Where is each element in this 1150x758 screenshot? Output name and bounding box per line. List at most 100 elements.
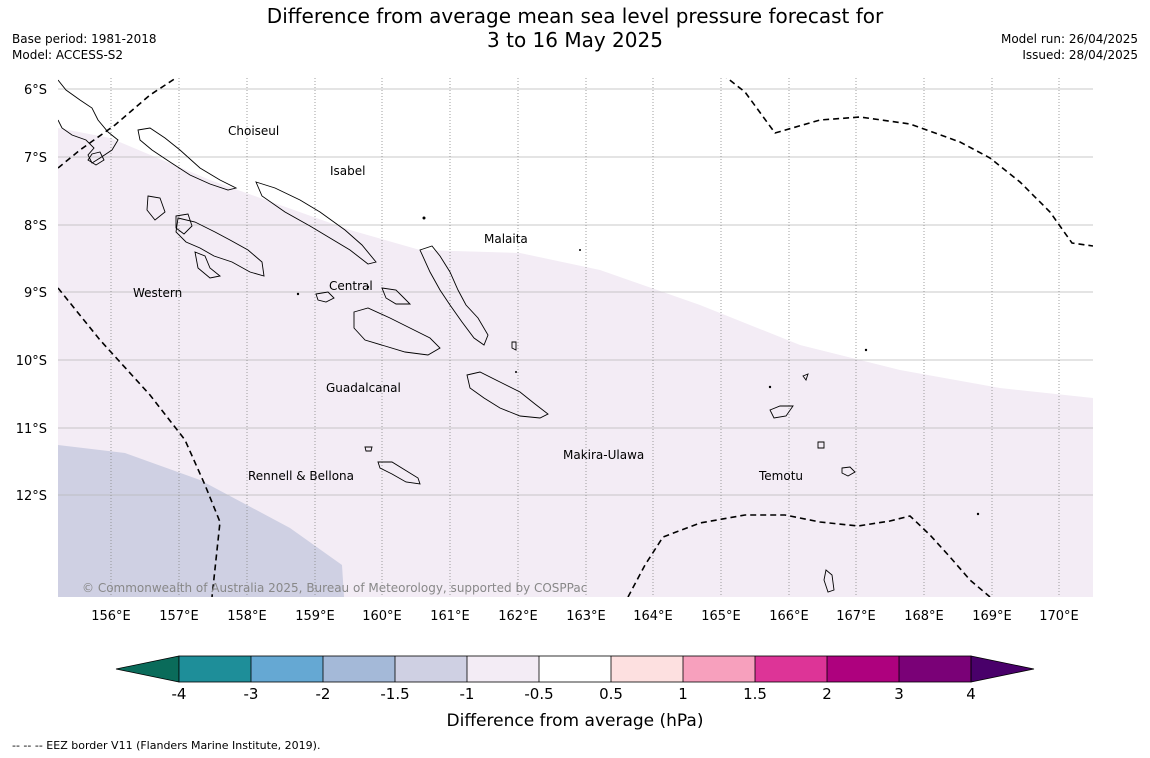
colorbar-tick-label: -4	[172, 685, 187, 703]
lon-label: 167°E	[836, 609, 876, 624]
lon-label: 156°E	[91, 609, 131, 624]
colorbar-tick-label: 4	[966, 685, 976, 703]
lon-axis-labels: 156°E 157°E 158°E 159°E 160°E 161°E 162°…	[91, 609, 1079, 624]
model-name: Model: ACCESS-S2	[12, 48, 124, 62]
label-rennell-bellona: Rennell & Bellona	[248, 469, 354, 483]
colorbar-segment	[683, 656, 755, 682]
eez-borders	[58, 78, 1093, 597]
lon-label: 170°E	[1039, 609, 1079, 624]
bougainville-coast	[58, 79, 119, 164]
meta-left: Base period: 1981-2018 Model: ACCESS-S2	[12, 31, 157, 63]
bougainville-south	[87, 151, 105, 166]
anomaly-fill-mid	[58, 445, 344, 597]
map-area: Choiseul Isabel Malaita Western Central …	[58, 78, 1093, 597]
copyright-text: © Commonwealth of Australia 2025, Bureau…	[82, 581, 587, 595]
colorbar-tick-label: 1	[678, 685, 688, 703]
isabel-island	[255, 181, 377, 265]
lon-gridlines	[110, 78, 1060, 597]
tikopia-island	[823, 569, 835, 593]
base-period: Base period: 1981-2018	[12, 32, 157, 46]
label-central: Central	[329, 279, 373, 293]
colorbar-segment	[179, 656, 251, 682]
lon-label: 159°E	[295, 609, 335, 624]
lon-label: 157°E	[159, 609, 199, 624]
lat-axis-labels: 6°S 7°S 8°S 9°S 10°S 11°S 12°S	[16, 83, 47, 504]
colorbar-segment	[611, 656, 683, 682]
meta-right: Model run: 26/04/2025 Issued: 28/04/2025	[1001, 31, 1138, 63]
colorbar-segment	[827, 656, 899, 682]
colorbar-tick-label: -1	[460, 685, 475, 703]
lon-label: 164°E	[633, 609, 673, 624]
colorbar-segment	[899, 656, 971, 682]
lon-label: 169°E	[972, 609, 1012, 624]
issued-date: Issued: 28/04/2025	[1022, 48, 1138, 62]
lat-label: 9°S	[24, 286, 47, 301]
vanikoro-island	[841, 466, 856, 477]
colorbar-arrow-right	[970, 655, 1035, 683]
lon-label: 158°E	[227, 609, 267, 624]
lat-label: 12°S	[16, 489, 47, 504]
russell-islands	[381, 287, 412, 305]
lon-label: 165°E	[701, 609, 741, 624]
colorbar-tick-label: 1.5	[743, 685, 767, 703]
utupua-island	[817, 441, 825, 449]
model-run: Model run: 26/04/2025	[1000, 32, 1138, 46]
label-makira-ulawa: Makira-Ulawa	[563, 448, 644, 462]
lon-label: 161°E	[430, 609, 470, 624]
label-isabel: Isabel	[330, 164, 365, 178]
rendova-island	[194, 251, 222, 279]
colorbar-tick-label: 0.5	[599, 685, 623, 703]
lon-label: 166°E	[769, 609, 809, 624]
lat-label: 8°S	[24, 219, 47, 234]
makira-island	[466, 371, 549, 419]
map-title-line1: Difference from average mean sea level p…	[266, 4, 884, 28]
colorbar-tick-label: -0.5	[524, 685, 553, 703]
colorbar-segment	[755, 656, 827, 682]
anomaly-fill-light	[58, 128, 1093, 597]
colorbar-tick-label: 2	[822, 685, 832, 703]
label-guadalcanal: Guadalcanal	[326, 381, 401, 395]
lat-label: 11°S	[16, 422, 47, 437]
province-labels: Choiseul Isabel Malaita Western Central …	[133, 124, 803, 483]
lon-label: 163°E	[566, 609, 606, 624]
colorbar: -4 -3 -2 -1.5 -1 -0.5 0.5 1 1.5 2 3 4 Di…	[115, 655, 1035, 731]
lat-label: 7°S	[24, 151, 47, 166]
colorbar-segment	[539, 656, 611, 682]
colorbar-segment	[323, 656, 395, 682]
lon-label: 168°E	[904, 609, 944, 624]
lat-gridlines	[58, 88, 1093, 496]
label-western: Western	[133, 286, 182, 300]
label-malaita: Malaita	[484, 232, 528, 246]
map-title-line2: 3 to 16 May 2025	[487, 28, 663, 52]
colorbar-label: Difference from average (hPa)	[447, 711, 704, 731]
guadalcanal-island	[353, 307, 441, 356]
santa-cruz-island	[769, 405, 794, 419]
choiseul-island	[137, 127, 238, 191]
colorbar-arrow-left	[115, 655, 180, 683]
colorbar-segment	[395, 656, 467, 682]
lon-label: 160°E	[362, 609, 402, 624]
colorbar-segment	[251, 656, 323, 682]
coastlines	[58, 79, 856, 593]
eez-legend-note: -- -- -- EEZ border V11 (Flanders Marine…	[12, 739, 321, 752]
ulawa-island	[511, 341, 517, 351]
lat-label: 10°S	[16, 354, 47, 369]
rennell-island	[377, 461, 421, 485]
colorbar-tick-label: -1.5	[380, 685, 409, 703]
lat-label: 6°S	[24, 83, 47, 98]
colorbar-tick-label: -2	[316, 685, 331, 703]
kolombangara-island	[175, 213, 193, 235]
lon-label: 162°E	[498, 609, 538, 624]
colorbar-tick-label: 3	[894, 685, 904, 703]
reef-islands	[802, 373, 809, 381]
florida-islands	[315, 291, 335, 303]
bellona-island	[364, 446, 373, 452]
colorbar-segment	[467, 656, 539, 682]
colorbar-tick-label: -3	[244, 685, 259, 703]
label-temotu: Temotu	[758, 469, 803, 483]
vella-lavella-island	[146, 195, 166, 221]
new-georgia-island	[175, 217, 265, 277]
malaita-island	[419, 245, 489, 346]
colorbar-ticks: -4 -3 -2 -1.5 -1 -0.5 0.5 1 1.5 2 3 4	[172, 685, 976, 703]
